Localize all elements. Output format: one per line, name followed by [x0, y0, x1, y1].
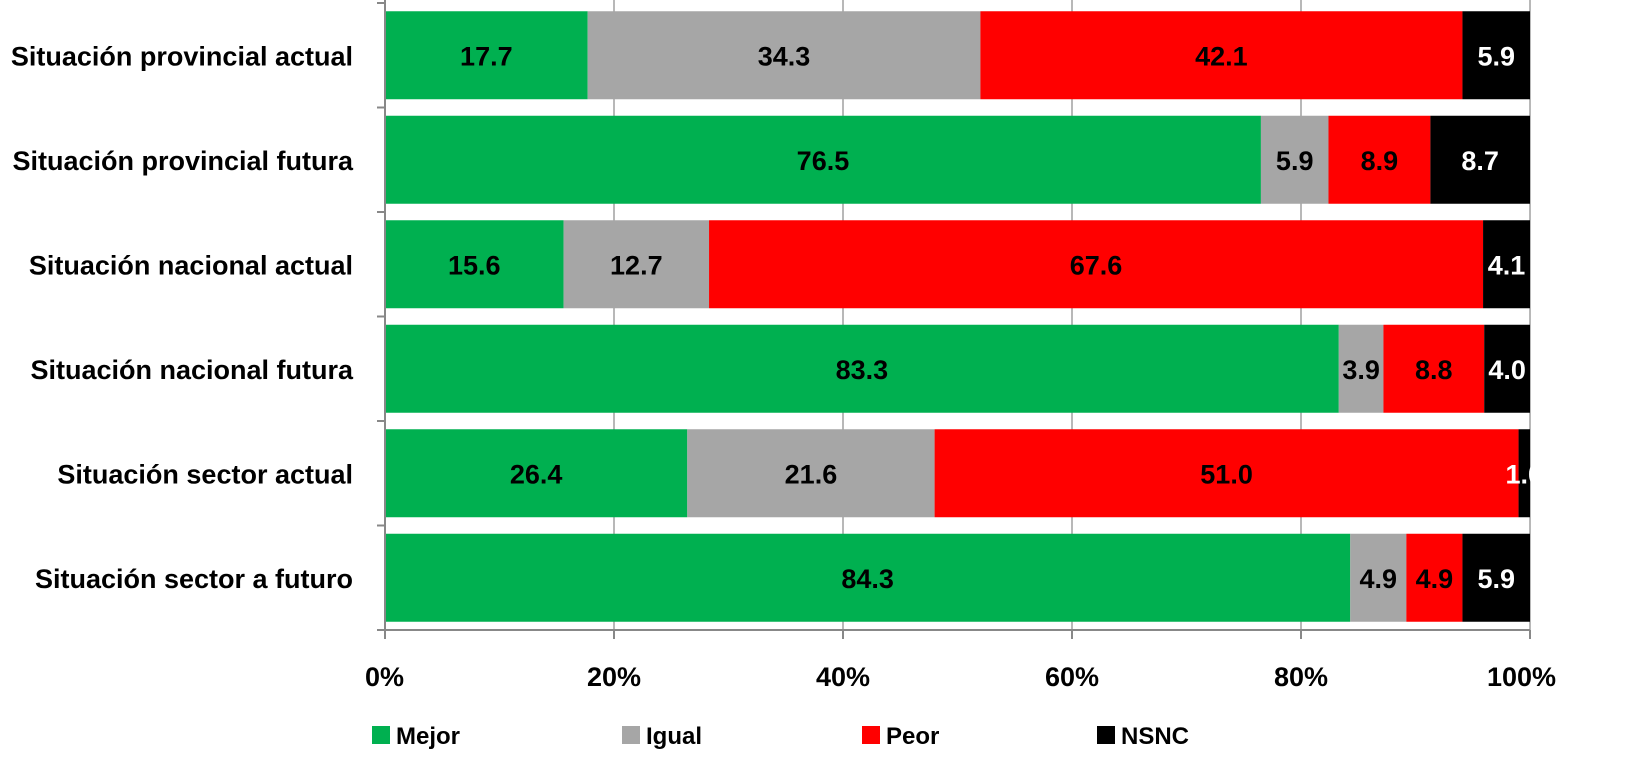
- bar-segment-igual: [1350, 533, 1407, 622]
- data-labels: 17.7 34.3 42.1 5.9 76.5 5.9 8.9 8.7 15.6 12.7 67.6…: [448, 41, 1543, 594]
- x-tick-label: 20%: [587, 662, 641, 692]
- bar-segments: [385, 11, 1530, 622]
- bar-segment-peor: [1406, 533, 1463, 622]
- legend-label: Igual: [646, 723, 702, 750]
- bar-segment-igual: [587, 11, 981, 100]
- bar-segment-peor: [1383, 324, 1485, 413]
- data-label: 26.4: [510, 459, 563, 489]
- legend-swatch-igual: [622, 726, 640, 744]
- data-label: 5.9: [1276, 146, 1314, 176]
- bar-segment-mejor: [385, 429, 688, 518]
- axes: [377, 0, 1531, 639]
- bar-segment-nsnc: [1462, 11, 1530, 100]
- data-label: 17.7: [460, 41, 513, 71]
- bar-segment-peor: [1328, 115, 1431, 204]
- x-tick-labels: 0% 20% 40% 60% 80% 100%: [365, 662, 1556, 692]
- x-tick-label: 100%: [1487, 662, 1556, 692]
- data-label: 4.0: [1488, 355, 1526, 385]
- data-label: 34.3: [758, 41, 811, 71]
- bar-segment-mejor: [385, 115, 1261, 204]
- data-label: 5.9: [1477, 41, 1515, 71]
- x-tick-label: 60%: [1045, 662, 1099, 692]
- data-label: 42.1: [1195, 41, 1248, 71]
- bar-segment-igual: [687, 429, 935, 518]
- x-tick-label: 80%: [1274, 662, 1328, 692]
- legend-label: Mejor: [396, 723, 460, 750]
- data-label: 67.6: [1070, 250, 1123, 280]
- bar-segment-nsnc: [1484, 324, 1530, 413]
- category-label: Situación sector a futuro: [35, 564, 353, 594]
- bar-segment-igual: [563, 220, 710, 309]
- category-label: Situación provincial futura: [12, 146, 354, 176]
- data-label: 3.9: [1342, 355, 1380, 385]
- legend-swatch-peor: [862, 726, 880, 744]
- data-label: 21.6: [785, 459, 838, 489]
- bar-segment-nsnc: [1430, 115, 1530, 204]
- bar-segment-peor: [709, 220, 1484, 309]
- data-label: 4.9: [1360, 564, 1398, 594]
- bar-segment-peor: [934, 429, 1519, 518]
- category-label: Situación nacional actual: [29, 250, 353, 280]
- category-label: Situación sector actual: [57, 459, 353, 489]
- category-label: Situación nacional futura: [30, 355, 354, 385]
- legend-label: NSNC: [1121, 723, 1189, 750]
- data-label: 12.7: [610, 250, 663, 280]
- data-label: 5.9: [1477, 564, 1515, 594]
- legend-swatch-mejor: [372, 726, 390, 744]
- legend-label: Peor: [886, 723, 939, 750]
- data-label: 1.0: [1506, 459, 1544, 489]
- data-label: 84.3: [841, 564, 894, 594]
- data-label: 15.6: [448, 250, 501, 280]
- bar-segment-igual: [1338, 324, 1384, 413]
- data-label: 4.1: [1488, 250, 1526, 280]
- bar-segment-mejor: [385, 533, 1351, 622]
- data-label: 83.3: [836, 355, 889, 385]
- bar-segment-mejor: [385, 11, 588, 100]
- bar-segment-mejor: [385, 220, 564, 309]
- data-label: 51.0: [1200, 459, 1253, 489]
- data-label: 8.7: [1461, 146, 1499, 176]
- bar-segment-nsnc: [1462, 533, 1530, 622]
- category-label: Situación provincial actual: [11, 41, 353, 71]
- x-tick-label: 40%: [816, 662, 870, 692]
- legend: Mejor Igual Peor NSNC: [372, 723, 1189, 750]
- data-label: 76.5: [797, 146, 850, 176]
- bar-segment-peor: [980, 11, 1463, 100]
- x-tick-label: 0%: [365, 662, 404, 692]
- data-label: 4.9: [1416, 564, 1454, 594]
- bar-segment-nsnc: [1518, 429, 1530, 518]
- legend-swatch-nsnc: [1097, 726, 1115, 744]
- gridlines: [613, 0, 1531, 630]
- data-label: 8.8: [1415, 355, 1453, 385]
- bar-segment-igual: [1260, 115, 1329, 204]
- bar-segment-mejor: [385, 324, 1339, 413]
- bar-segment-nsnc: [1483, 220, 1530, 309]
- category-labels: Situación provincial actual Situación pro…: [11, 41, 354, 594]
- data-label: 8.9: [1361, 146, 1399, 176]
